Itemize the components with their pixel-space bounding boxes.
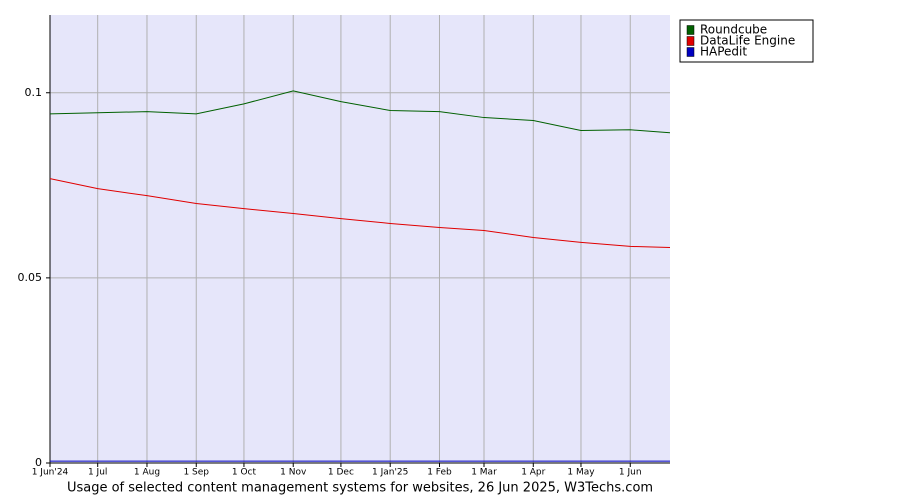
legend-swatch: [686, 25, 695, 35]
x-tick-label: 1 Aug: [134, 468, 160, 478]
x-tick-label: 1 Dec: [328, 468, 354, 478]
x-tick-label: 1 Feb: [427, 468, 452, 478]
x-tick-label: 1 May: [567, 468, 595, 478]
x-tick-label: 1 Apr: [521, 468, 545, 478]
plot-area: [50, 15, 670, 463]
y-tick-label: 0.05: [18, 271, 43, 284]
series-line: [49, 90, 671, 134]
x-tick-label: 1 Oct: [232, 468, 257, 478]
legend-label: Roundcube: [700, 23, 767, 37]
series-line: [49, 178, 671, 249]
x-tick-label: 1 Sep: [183, 468, 209, 478]
y-tick-label: 0: [35, 456, 42, 469]
legend-label: DataLife Engine: [700, 34, 795, 48]
legend-swatch: [686, 36, 695, 46]
x-tick-label: 1 Jun: [619, 468, 642, 478]
legend-swatch: [686, 47, 695, 57]
x-tick-label: 1 Jun'24: [32, 468, 69, 478]
x-tick-label: 1 Jul: [88, 468, 107, 478]
y-tick-label: 0.1: [25, 86, 43, 99]
x-tick-label: 1 Mar: [471, 468, 497, 478]
x-tick-label: 1 Jan'25: [372, 468, 408, 478]
x-tick-label: 1 Nov: [280, 468, 307, 478]
legend-label: HAPedit: [700, 45, 747, 59]
legend: [679, 19, 814, 63]
chart-title: Usage of selected content management sys…: [67, 481, 653, 496]
